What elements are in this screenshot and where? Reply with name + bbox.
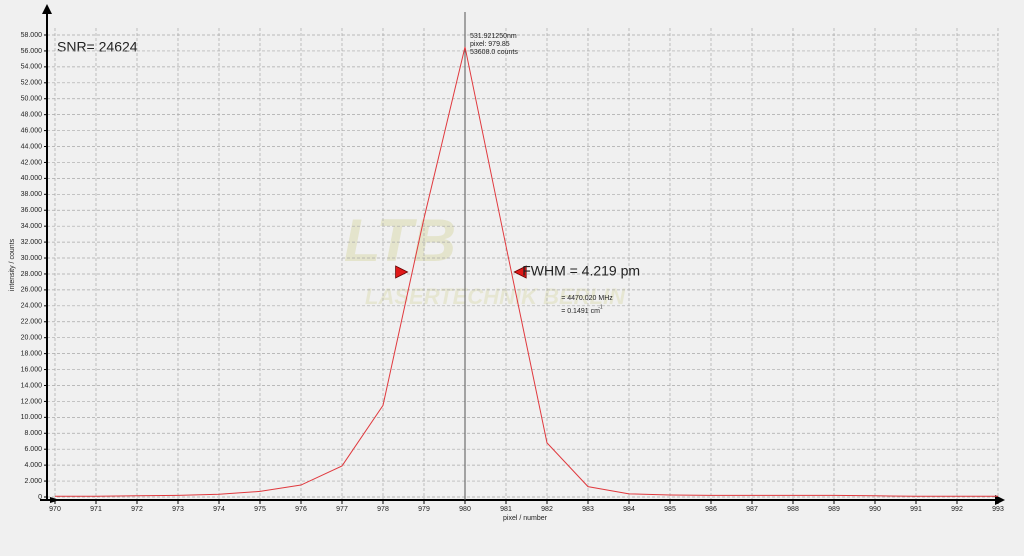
x-tick-label: 982 (541, 506, 553, 513)
x-tick-label: 979 (418, 506, 430, 513)
x-tick-label: 971 (90, 506, 102, 513)
y-tick-label: 42.000 (21, 159, 43, 166)
y-tick-label: 20.000 (21, 335, 43, 342)
x-axis-title: pixel / number (503, 515, 548, 522)
y-tick-label: 54.000 (21, 64, 43, 71)
x-tick-label: 987 (746, 506, 758, 513)
y-tick-label: 4.000 (24, 462, 42, 469)
y-tick-label: 24.000 (21, 303, 43, 310)
x-tick-label: 986 (705, 506, 717, 513)
y-tick-label: 38.000 (21, 191, 43, 198)
x-tick-label: 984 (623, 506, 635, 513)
y-tick-label: 12.000 (21, 398, 43, 405)
y-tick-label: 48.000 (21, 111, 43, 118)
x-tick-label: 991 (910, 506, 922, 513)
x-tick-label: 978 (377, 506, 389, 513)
watermark-logo: LTB (344, 207, 456, 274)
y-tick-label: 52.000 (21, 80, 43, 87)
snr-label: SNR= 24624 (57, 39, 138, 55)
fwhm-marker (513, 265, 527, 279)
y-tick-label: 40.000 (21, 175, 43, 182)
y-tick-label: 2.000 (24, 478, 42, 485)
y-tick-label: 50.000 (21, 96, 43, 103)
x-tick-label: 990 (869, 506, 881, 513)
x-tick-label: 988 (787, 506, 799, 513)
cursor-label: pixel: 979.85 (470, 41, 510, 48)
x-tick-label: 980 (459, 506, 471, 513)
x-tick-label: 975 (254, 506, 266, 513)
y-tick-label: 30.000 (21, 255, 43, 262)
y-tick-label: 44.000 (21, 143, 43, 150)
x-tick-label: 993 (992, 506, 1004, 513)
y-tick-label: 36.000 (21, 207, 43, 214)
x-tick-label: 977 (336, 506, 348, 513)
spectrum-line (55, 46, 998, 497)
fwhm-marker (395, 265, 409, 279)
x-tick-label: 972 (131, 506, 143, 513)
cursor-label: 531.921250nm (470, 33, 517, 40)
y-tick-label: 16.000 (21, 366, 43, 373)
fwhm-wavenumber-unit: -1 (598, 304, 603, 310)
x-tick-label: 976 (295, 506, 307, 513)
y-axis-arrow (42, 4, 52, 14)
y-tick-label: 28.000 (21, 271, 43, 278)
y-tick-label: 26.000 (21, 287, 43, 294)
y-tick-label: 56.000 (21, 48, 43, 55)
x-tick-label: 981 (500, 506, 512, 513)
y-tick-label: 0 (38, 494, 42, 501)
y-tick-label: 10.000 (21, 414, 43, 421)
y-tick-label: 58.000 (21, 32, 43, 39)
x-tick-label: 974 (213, 506, 225, 513)
y-axis-title: intensity / counts (9, 238, 16, 291)
y-tick-label: 22.000 (21, 319, 43, 326)
x-tick-label: 973 (172, 506, 184, 513)
y-tick-label: 34.000 (21, 223, 43, 230)
x-tick-label: 992 (951, 506, 963, 513)
x-tick-label: 970 (49, 506, 61, 513)
y-tick-label: 8.000 (24, 430, 42, 437)
fwhm-frequency: = 4470.020 MHz (561, 295, 613, 302)
fwhm-label: FWHM = 4.219 pm (522, 263, 640, 279)
y-tick-label: 32.000 (21, 239, 43, 246)
cursor-label: 53608.0 counts (470, 49, 518, 56)
x-axis-arrow (995, 495, 1005, 505)
y-tick-label: 6.000 (24, 446, 42, 453)
x-tick-label: 989 (828, 506, 840, 513)
y-tick-label: 18.000 (21, 350, 43, 357)
x-tick-label: 985 (664, 506, 676, 513)
origin-arrow (50, 497, 60, 503)
y-tick-label: 14.000 (21, 382, 43, 389)
y-tick-label: 46.000 (21, 127, 43, 134)
fwhm-wavenumber: = 0.1491 cm (561, 308, 600, 315)
x-tick-label: 983 (582, 506, 594, 513)
